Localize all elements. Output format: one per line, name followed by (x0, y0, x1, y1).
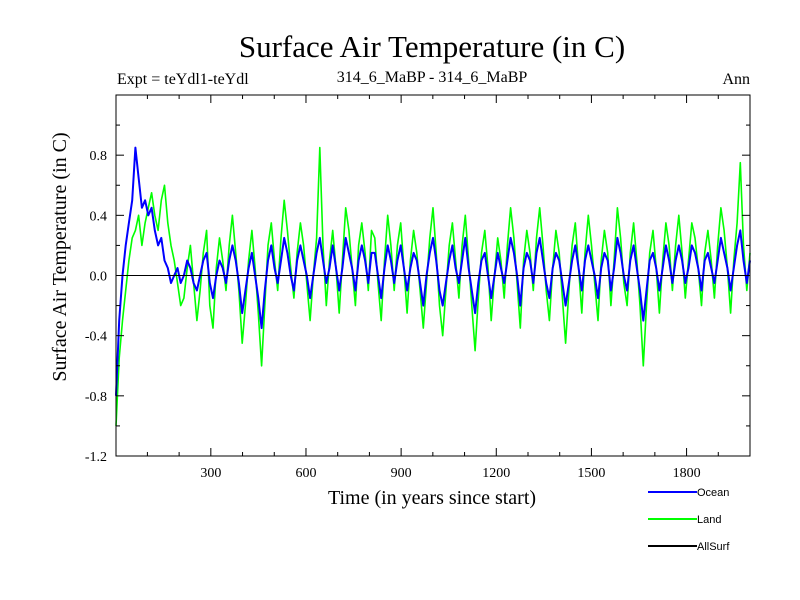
y-tick-label: -0.8 (85, 390, 107, 405)
subtitle-center: 314_6_MaBP - 314_6_MaBP (337, 69, 528, 86)
y-tick-label: 0.4 (90, 209, 108, 224)
ticks-layer: 300 600 900 1200 1500 1800 -1.2 -0.8 -0.4 0.0 0.4 0… (85, 94, 750, 481)
x-tick-label: 1200 (482, 466, 510, 481)
series-line-land (115, 146, 751, 426)
legend-label-allsurf: AllSurf (697, 541, 730, 553)
series-line-ocean (115, 146, 751, 396)
y-tick-label: 0.8 (90, 149, 108, 164)
legend-label-ocean: Ocean (697, 487, 729, 499)
x-tick-label: 300 (200, 466, 221, 481)
x-tick-label: 600 (295, 466, 316, 481)
chart-title: Surface Air Temperature (in C) (239, 29, 625, 64)
x-tick-label: 1800 (673, 466, 701, 481)
y-axis-label: Surface Air Temperature (in C) (49, 132, 71, 381)
y-tick-label: 0.0 (90, 270, 108, 285)
plot-frame (115, 94, 751, 457)
series-layer (115, 146, 751, 426)
x-tick-label: 900 (391, 466, 412, 481)
subtitle-left: Expt = teYdl1-teYdl (117, 71, 249, 88)
legend-label-land: Land (697, 514, 721, 526)
subtitle-right: Ann (722, 71, 750, 88)
x-axis-label: Time (in years since start) (328, 487, 536, 509)
y-tick-label: -0.4 (85, 330, 107, 345)
legend: Ocean Land AllSurf (648, 487, 730, 553)
y-tick-label: -1.2 (85, 450, 107, 465)
x-tick-label: 1500 (577, 466, 605, 481)
